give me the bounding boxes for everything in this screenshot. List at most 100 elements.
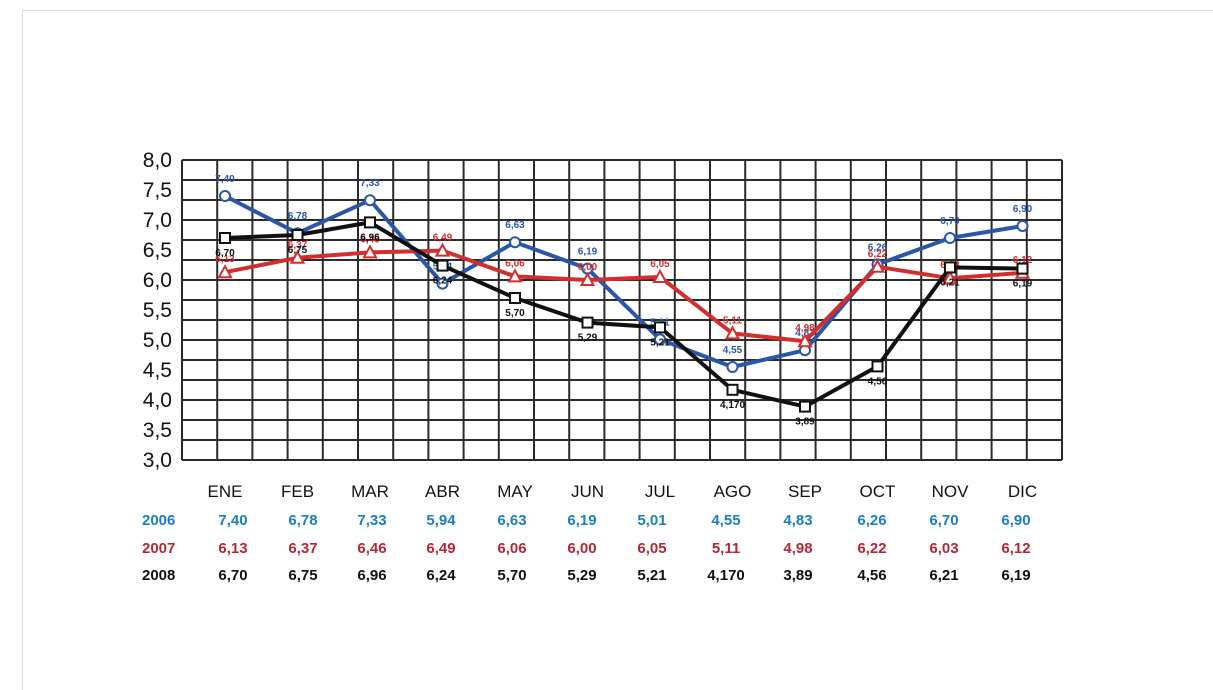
- x-tick-label: DIC: [1008, 482, 1037, 501]
- data-label-2006: 6,90: [1013, 204, 1033, 215]
- data-point-2008: [1016, 262, 1029, 275]
- data-label-2007: 6,00: [578, 262, 598, 273]
- y-tick-label: 3,0: [143, 449, 172, 472]
- data-point-2008: [219, 232, 231, 244]
- data-point-2008: [509, 292, 521, 304]
- table-value: 4,56: [857, 567, 886, 584]
- data-label-2008: 4,170: [720, 400, 745, 411]
- data-label-2007: 6,13: [215, 254, 235, 265]
- data-label-2008: 6,19: [1013, 279, 1033, 290]
- data-point-2007: [579, 271, 596, 286]
- x-tick-label: MAY: [497, 482, 533, 501]
- data-label-2008: 6,75: [288, 245, 308, 256]
- table-value: 3,89: [783, 567, 812, 584]
- data-point-2006: [654, 333, 666, 346]
- table-value: 4,83: [783, 512, 812, 529]
- data-label-2008: 5,70: [505, 308, 525, 319]
- data-label-2008: 4,56: [868, 376, 888, 387]
- series-line-2006: [224, 194, 1023, 369]
- data-point-2006: [364, 194, 376, 207]
- table-year-label: 2007: [142, 540, 175, 557]
- data-point-2007: [942, 270, 958, 285]
- table-value: 6,96: [357, 567, 386, 584]
- table-value: 6,21: [929, 567, 958, 584]
- table-value: 5,01: [637, 512, 666, 529]
- table-value: 7,40: [218, 512, 247, 529]
- table-value: 6,26: [857, 512, 886, 529]
- y-tick-label: 8,0: [143, 149, 172, 172]
- data-label-2006: 6,26: [868, 242, 888, 253]
- data-point-2008: [944, 261, 956, 274]
- data-label-2007: 4,98: [795, 323, 815, 334]
- data-label-2006: 6,78: [288, 211, 308, 222]
- table-value: 5,94: [426, 512, 456, 529]
- data-label-2007: 6,05: [650, 259, 670, 270]
- x-tick-label: NOV: [932, 482, 970, 501]
- data-point-2007: [797, 333, 813, 348]
- table-value: 5,11: [712, 540, 740, 557]
- table-value: 6,37: [288, 540, 317, 557]
- x-tick-label: OCT: [860, 482, 896, 501]
- data-label-2008: 5,21: [650, 337, 670, 348]
- plot-area: [182, 160, 1062, 460]
- data-point-2008: [581, 316, 594, 329]
- table-value: 6,05: [637, 540, 666, 557]
- data-label-2006: 6,63: [505, 220, 525, 231]
- data-point-2008: [291, 229, 304, 241]
- table-value: 4,55: [711, 512, 740, 529]
- table-value: 6,78: [288, 512, 317, 529]
- table-value: 6,46: [357, 540, 386, 557]
- data-label-2006: 4,55: [723, 345, 743, 356]
- series-line-2007: [224, 248, 1023, 344]
- data-label-2008: 6,24: [433, 276, 453, 287]
- data-label-2006: 6,19: [578, 247, 598, 258]
- data-point-2007: [652, 268, 668, 283]
- table-value: 6,49: [426, 540, 455, 557]
- table-value: 4,170: [707, 567, 745, 584]
- table-value: 6,22: [857, 540, 886, 557]
- table-value: 6,12: [1001, 540, 1030, 557]
- table-value: 6,75: [288, 567, 317, 584]
- data-point-2006: [1016, 220, 1029, 232]
- table-value: 6,19: [1001, 567, 1030, 584]
- y-tick-label: 7,5: [143, 179, 172, 202]
- data-label-2006: 7,40: [215, 174, 235, 185]
- x-tick-label: ENE: [208, 482, 243, 501]
- series-line-2008: [224, 220, 1023, 409]
- table-value: 4,98: [783, 540, 812, 557]
- table-value: 6,19: [567, 512, 596, 529]
- data-label-2007: 6,12: [1013, 255, 1033, 266]
- table-value: 6,13: [218, 540, 247, 557]
- data-point-2008: [726, 383, 739, 396]
- table-value: 6,90: [1001, 512, 1030, 529]
- data-point-2006: [726, 361, 739, 373]
- y-tick-label: 5,5: [143, 299, 172, 322]
- data-label-2006: 7,33: [360, 178, 380, 189]
- table-year-label: 2008: [142, 567, 175, 584]
- y-tick-label: 6,5: [143, 239, 172, 262]
- data-label-2007: 6,06: [505, 258, 525, 269]
- y-tick-label: 3,5: [143, 419, 172, 442]
- data-label-2007: 6,46: [360, 234, 380, 245]
- data-point-2008: [654, 321, 666, 334]
- data-point-2007: [362, 244, 378, 259]
- table-value: 5,29: [567, 567, 596, 584]
- x-tick-label: JUN: [571, 482, 604, 501]
- data-point-2008: [436, 259, 449, 272]
- data-label-2008: 3,89: [795, 417, 815, 428]
- data-point-2006: [944, 232, 956, 244]
- table-value: 6,70: [218, 567, 247, 584]
- data-label-2008: 6,96: [360, 232, 380, 243]
- table-value: 5,21: [637, 567, 666, 584]
- y-tick-label: 5,0: [143, 329, 172, 352]
- table-value: 6,03: [929, 540, 958, 557]
- data-label-2007: 6,37: [288, 240, 308, 251]
- table-value: 7,33: [357, 512, 386, 529]
- x-tick-label: JUL: [645, 482, 675, 501]
- x-tick-label: MAR: [351, 482, 389, 501]
- x-tick-label: SEP: [788, 482, 822, 501]
- table-value: 6,06: [497, 540, 526, 557]
- data-label-2007: 5,11: [723, 315, 742, 326]
- x-tick-label: FEB: [281, 482, 314, 501]
